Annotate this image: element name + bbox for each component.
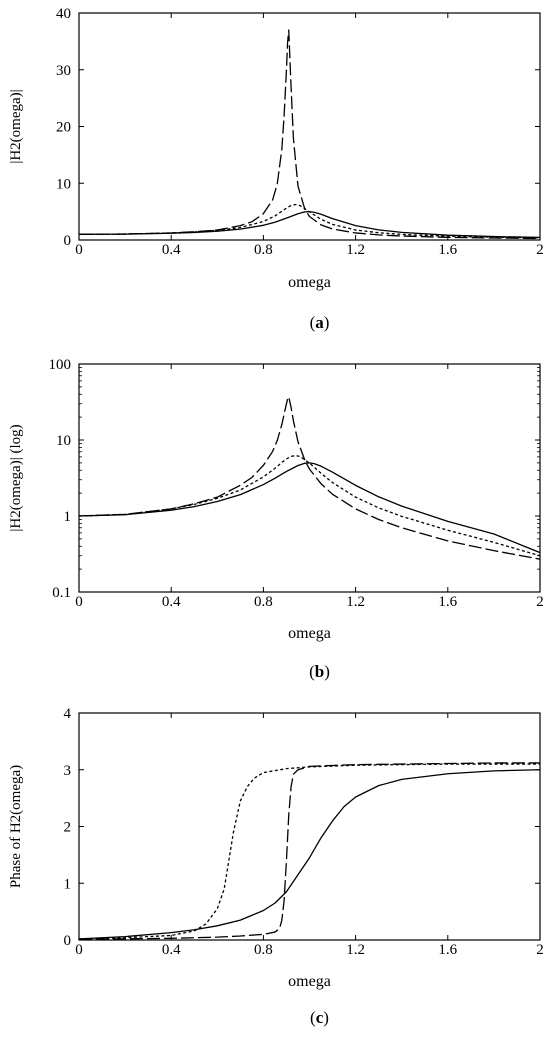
x-tick-label: 0.8 <box>254 242 273 258</box>
y-tick-label: 100 <box>49 357 72 373</box>
chart-a: 0 0.4 0.8 1.2 1.6 2010203040omega|H2(omega)|(… <box>8 6 544 332</box>
series-line-short-dash <box>79 203 540 239</box>
chart-b: 0 0.4 0.8 1.2 1.6 2 0.1 1 10 100 omega |H2(omega)| … <box>8 357 544 681</box>
x-tick-label: 0 <box>75 242 83 258</box>
y-tick-label: 30 <box>56 63 71 79</box>
x-tick-label: 0.8 <box>254 942 273 958</box>
series-line-short-dash <box>79 763 540 940</box>
plot-frame <box>78 12 541 241</box>
plot-frame <box>78 712 541 941</box>
y-tick-label: 0 <box>64 933 72 949</box>
x-axis-label: omega <box>288 973 331 990</box>
x-tick-label: 0 <box>75 942 83 958</box>
y-tick-label: 20 <box>56 120 71 136</box>
y-axis-label: Phase of H2(omega) <box>8 765 24 888</box>
chart-c: 0 0.4 0.8 1.2 1.6 2 0 1 2 3 4 omega Phase of H2(omeg… <box>8 706 544 1027</box>
series-line-long-dash <box>79 762 540 940</box>
y-tick-label: 0 <box>64 233 72 249</box>
y-tick-label: 1 <box>64 876 72 892</box>
x-tick-label: 1.6 <box>438 942 457 958</box>
series-line-long-dash <box>79 396 540 560</box>
panel-caption: (a) <box>310 313 330 332</box>
x-tick-label: 0 <box>75 594 83 610</box>
series-line-short-dash <box>79 454 540 557</box>
x-tick-label: 0.4 <box>162 942 181 958</box>
x-tick-label: 2 <box>536 242 544 258</box>
y-tick-label: 10 <box>56 176 71 192</box>
y-axis-label: |H2(omega)| (log) <box>8 424 24 531</box>
x-axis-label: omega <box>288 274 331 291</box>
x-tick-label: 2 <box>536 594 544 610</box>
x-tick-label: 1.2 <box>346 942 365 958</box>
x-tick-label: 1.2 <box>346 594 365 610</box>
y-tick-label: 3 <box>64 763 72 779</box>
y-tick-label: 4 <box>64 706 72 722</box>
y-axis-label: |H2(omega)| <box>8 89 24 163</box>
x-tick-label: 0.4 <box>162 594 181 610</box>
panel-caption: (c) <box>310 1008 329 1027</box>
panel-caption: (b) <box>309 662 330 681</box>
series-line-solid <box>79 462 540 554</box>
y-tick-label: 2 <box>64 820 72 836</box>
x-tick-label: 0.4 <box>162 242 181 258</box>
series-line-long-dash <box>79 29 540 240</box>
x-tick-label: 1.6 <box>438 242 457 258</box>
y-tick-label: 1 <box>64 509 72 525</box>
x-axis-label: omega <box>288 625 331 642</box>
x-tick-label: 0.8 <box>254 594 273 610</box>
series-line-solid <box>79 769 540 940</box>
x-tick-label: 2 <box>536 942 544 958</box>
x-tick-label: 1.2 <box>346 242 365 258</box>
y-tick-label: 0.1 <box>52 585 71 601</box>
y-tick-label: 10 <box>56 433 71 449</box>
x-tick-label: 1.6 <box>438 594 457 610</box>
y-tick-label: 40 <box>56 6 71 22</box>
plot-frame <box>78 363 541 593</box>
